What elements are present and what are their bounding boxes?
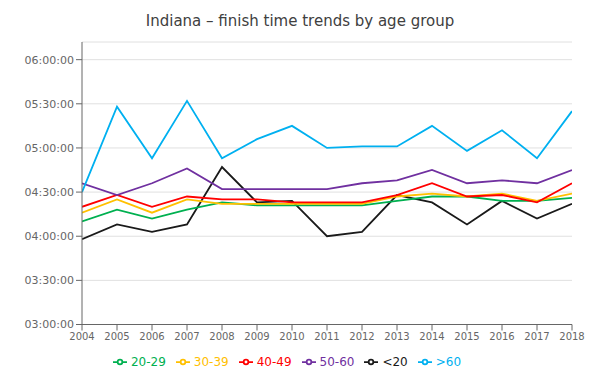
svg-text:04:00:00: 04:00:00: [25, 230, 74, 243]
svg-text:05:00:00: 05:00:00: [25, 142, 74, 155]
svg-text:04:30:00: 04:30:00: [25, 186, 74, 199]
svg-text:2009: 2009: [244, 331, 269, 342]
svg-text:06:00:00: 06:00:00: [25, 54, 74, 67]
svg-text:2016: 2016: [489, 331, 514, 342]
svg-text:2004: 2004: [69, 331, 94, 342]
svg-text:2018: 2018: [559, 331, 584, 342]
svg-text:2008: 2008: [209, 331, 234, 342]
svg-text:2006: 2006: [139, 331, 164, 342]
svg-text:2014: 2014: [419, 331, 444, 342]
svg-text:2012: 2012: [349, 331, 374, 342]
svg-text:2010: 2010: [279, 331, 304, 342]
html-text:Indiana – finish time trends b: Indiana – finish time trends by age grou…: [145, 12, 455, 30]
html-text:40-49: 40-49: [256, 354, 292, 369]
html-text:20-29: 20-29: [130, 354, 166, 369]
svg-text:03:30:00: 03:30:00: [25, 274, 74, 287]
svg-text:2015: 2015: [454, 331, 479, 342]
svg-text:05:30:00: 05:30:00: [25, 98, 74, 111]
svg-text:2013: 2013: [384, 331, 409, 342]
svg-text:2017: 2017: [524, 331, 549, 342]
html-text:30-39: 30-39: [193, 354, 229, 369]
svg-text:2007: 2007: [174, 331, 199, 342]
html-text:50-60: 50-60: [319, 354, 355, 369]
svg-text:03:00:00: 03:00:00: [25, 318, 74, 331]
svg-text:2005: 2005: [104, 331, 129, 342]
html-text:<20: <20: [382, 354, 408, 369]
html-text:>60: >60: [435, 354, 462, 369]
svg-text:2011: 2011: [314, 331, 339, 342]
